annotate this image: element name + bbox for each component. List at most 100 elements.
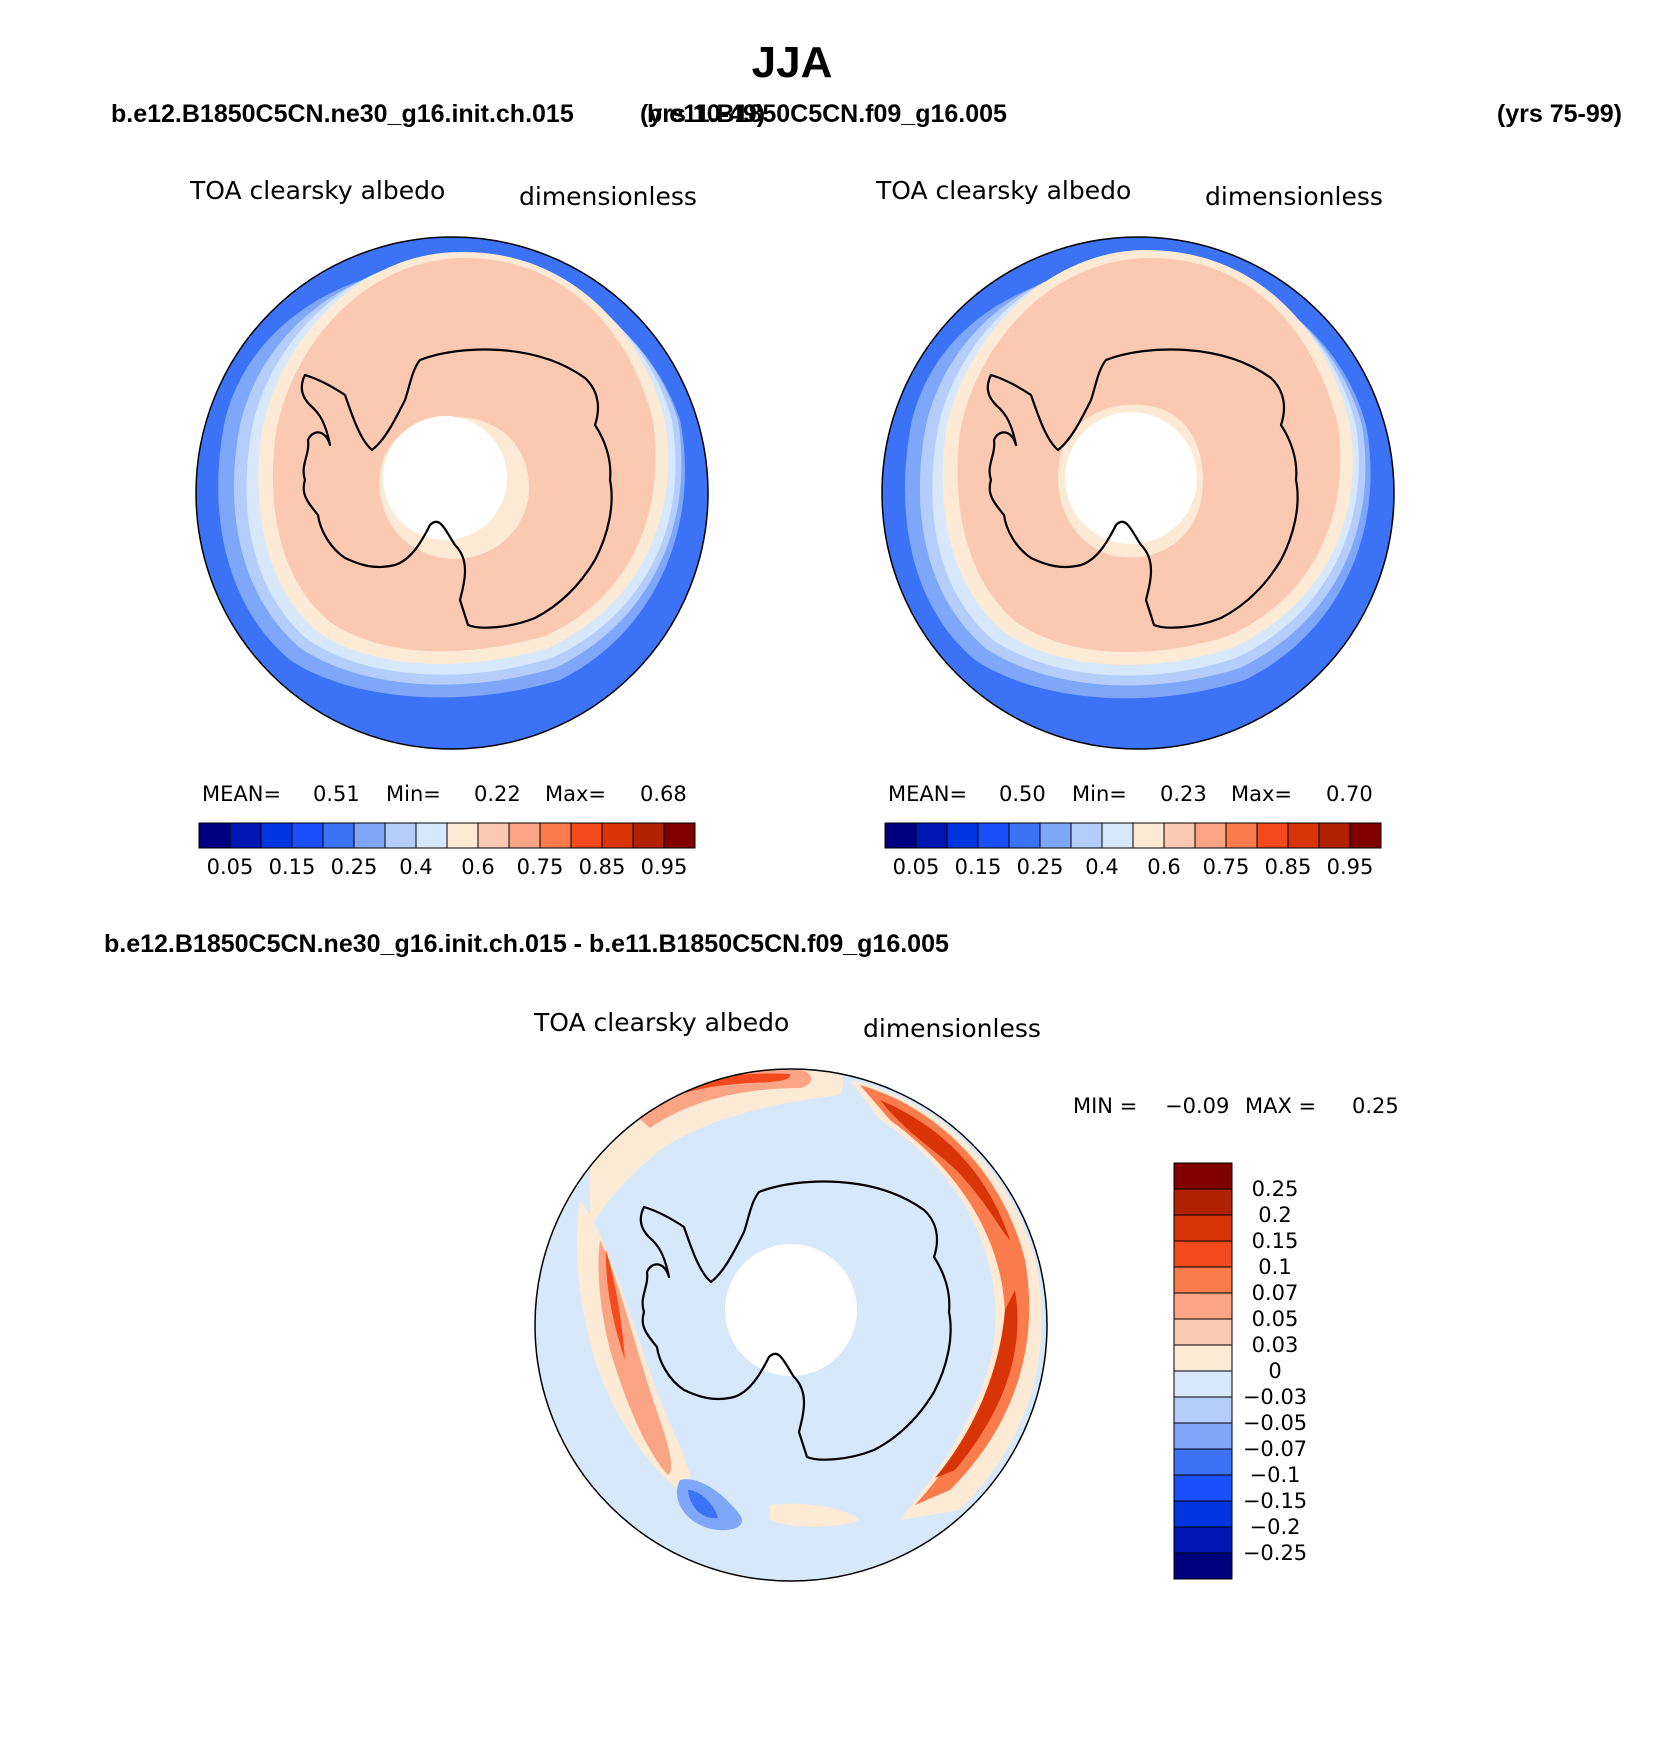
stats-b-min-label: Min= xyxy=(1072,782,1127,806)
colorbar-swatch xyxy=(977,822,1010,849)
colorbar-b-label: 0.05 xyxy=(893,855,940,879)
panel-b-units: dimensionless xyxy=(1205,182,1383,211)
colorbar-swatch xyxy=(353,822,386,849)
colorbar-swatch xyxy=(1173,1266,1233,1294)
colorbar-swatch xyxy=(946,822,979,849)
colorbar-swatch xyxy=(1173,1448,1233,1476)
colorbar-swatch xyxy=(1101,822,1134,849)
colorbar-swatch xyxy=(446,822,479,849)
colorbar-swatch xyxy=(1173,1240,1233,1268)
stats-c-max: 0.25 xyxy=(1352,1094,1399,1118)
map-c-pole-hole xyxy=(725,1244,857,1376)
stats-a-min: 0.22 xyxy=(474,782,521,806)
stats-b-max: 0.70 xyxy=(1326,782,1373,806)
stats-a-max: 0.68 xyxy=(640,782,687,806)
colorbar-swatch xyxy=(1349,822,1382,849)
colorbar-swatch xyxy=(1173,1552,1233,1580)
colorbar-swatch xyxy=(632,822,665,849)
map-a-pole-hole xyxy=(383,416,507,540)
stats-b-mean: 0.50 xyxy=(999,782,1046,806)
colorbar-swatch xyxy=(663,822,696,849)
colorbar-a-label: 0.85 xyxy=(579,855,626,879)
colorbar-b-label: 0.15 xyxy=(955,855,1002,879)
colorbar-swatch xyxy=(1318,822,1351,849)
colorbar-swatch xyxy=(415,822,448,849)
colorbar-a-label: 0.6 xyxy=(461,855,494,879)
colorbar-c-label: 0 xyxy=(1268,1359,1281,1383)
colorbar-c-label: 0.15 xyxy=(1252,1229,1299,1253)
map-c-coastline xyxy=(639,1180,952,1461)
colorbar-c-label: −0.07 xyxy=(1243,1437,1307,1461)
colorbar-a-label: 0.75 xyxy=(517,855,564,879)
colorbar-c-label: −0.2 xyxy=(1250,1515,1301,1539)
stats-b: MEAN= 0.50 Min= 0.23 Max= 0.70 xyxy=(888,782,1373,806)
colorbar-swatch xyxy=(291,822,324,849)
panel-a-map xyxy=(196,237,708,749)
colorbar-swatch xyxy=(1287,822,1320,849)
colorbar-swatch xyxy=(1173,1318,1233,1346)
colorbar-c-label: −0.05 xyxy=(1243,1411,1307,1435)
colorbar-swatch xyxy=(1173,1422,1233,1450)
map-c-indian-arc-core-2 xyxy=(935,1290,1018,1478)
colorbar-swatch xyxy=(322,822,355,849)
colorbar-c-label: −0.1 xyxy=(1250,1463,1301,1487)
panel-c-map xyxy=(535,1069,1047,1581)
panel-a-var-title: TOA clearsky albedo xyxy=(189,176,445,205)
colorbar-c-label: 0.07 xyxy=(1252,1281,1299,1305)
stats-b-max-label: Max= xyxy=(1231,782,1292,806)
map-c-negative-patch-core xyxy=(688,1490,718,1519)
stats-a-mean-label: MEAN= xyxy=(202,782,281,806)
colorbar-a-label: 0.05 xyxy=(207,855,254,879)
colorbar-b-labels: 0.05 0.15 0.25 0.4 0.6 0.75 0.85 0.95 xyxy=(893,855,1374,879)
map-c-atlantic-arc-core xyxy=(660,1073,791,1098)
case-b-name: b.e11.B1850C5CN.f09_g16.005 xyxy=(647,100,1007,128)
panel-c-var-title: TOA clearsky albedo xyxy=(533,1008,789,1037)
map-a-coastline xyxy=(300,348,613,629)
colorbar-b-label: 0.6 xyxy=(1147,855,1180,879)
colorbar-swatch xyxy=(1163,822,1196,849)
colorbar-a-label: 0.4 xyxy=(399,855,432,879)
map-b-coastline xyxy=(986,348,1299,629)
colorbar-swatch xyxy=(477,822,510,849)
stats-b-mean-label: MEAN= xyxy=(888,782,967,806)
colorbar-swatch xyxy=(260,822,293,849)
colorbar-swatch xyxy=(1173,1396,1233,1424)
panel-difference: TOA clearsky albedo dimensionless xyxy=(533,1008,1048,1582)
colorbar-c-label: −0.25 xyxy=(1243,1541,1307,1565)
colorbar-swatch xyxy=(508,822,541,849)
colorbar-swatch xyxy=(884,822,917,849)
panel-c-units: dimensionless xyxy=(863,1014,1041,1043)
colorbar-c-label: −0.15 xyxy=(1243,1489,1307,1513)
colorbar-swatch xyxy=(1173,1344,1233,1372)
case-a-name: b.e12.B1850C5CN.ne30_g16.init.ch.015 xyxy=(111,100,574,128)
stats-a-mean: 0.51 xyxy=(313,782,360,806)
colorbar-swatch xyxy=(1225,822,1258,849)
colorbar-swatch xyxy=(1173,1370,1233,1398)
colorbar-swatch xyxy=(601,822,634,849)
colorbar-swatch xyxy=(1008,822,1041,849)
panel-a-units: dimensionless xyxy=(519,182,697,211)
diff-case-name: b.e12.B1850C5CN.ne30_g16.init.ch.015 - b… xyxy=(104,930,949,958)
colorbar-swatch xyxy=(1173,1162,1233,1190)
colorbar-a-label: 0.95 xyxy=(641,855,688,879)
map-c-atlantic-arc-inner xyxy=(630,1069,812,1128)
colorbar-b-label: 0.25 xyxy=(1017,855,1064,879)
figure-title: JJA xyxy=(752,38,833,87)
colorbar-swatch xyxy=(384,822,417,849)
stats-c-min-label: MIN = xyxy=(1073,1094,1137,1118)
stats-c: MIN = −0.09 MAX = 0.25 xyxy=(1073,1094,1399,1118)
colorbar-swatch xyxy=(1173,1526,1233,1554)
colorbar-swatch xyxy=(1173,1500,1233,1528)
stats-a-min-label: Min= xyxy=(386,782,441,806)
colorbar-c xyxy=(1173,1162,1233,1580)
colorbar-b-label: 0.4 xyxy=(1085,855,1118,879)
panel-case: TOA clearsky albedo dimensionless xyxy=(189,176,709,750)
colorbar-swatch xyxy=(1173,1188,1233,1216)
stats-c-max-label: MAX = xyxy=(1245,1094,1316,1118)
map-a-border xyxy=(195,236,709,750)
colorbar-c-label: 0.2 xyxy=(1258,1203,1291,1227)
colorbar-swatch xyxy=(539,822,572,849)
colorbar-swatch xyxy=(1039,822,1072,849)
colorbar-swatch xyxy=(1194,822,1227,849)
colorbar-b xyxy=(884,822,1382,849)
